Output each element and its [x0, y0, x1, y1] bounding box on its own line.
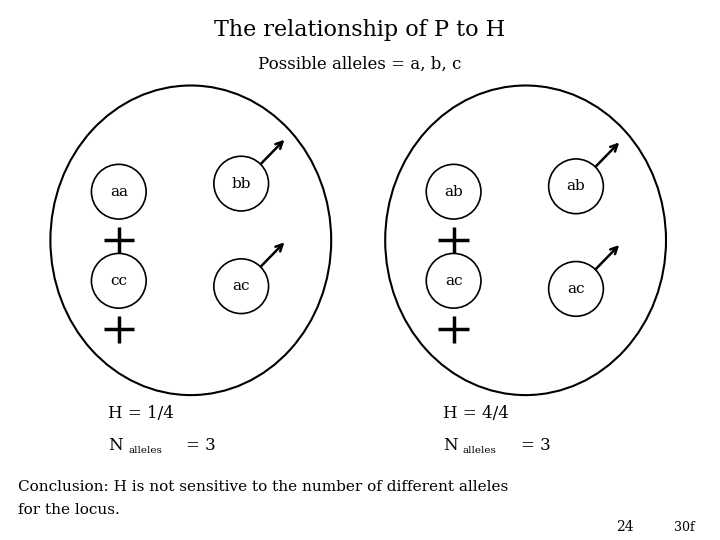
Ellipse shape: [91, 253, 146, 308]
Text: The relationship of P to H: The relationship of P to H: [215, 19, 505, 40]
Ellipse shape: [426, 253, 481, 308]
Ellipse shape: [50, 85, 331, 395]
Text: N: N: [443, 437, 457, 454]
Text: for the locus.: for the locus.: [18, 503, 120, 517]
Text: 30f: 30f: [674, 521, 695, 534]
Text: Possible alleles = a, b, c: Possible alleles = a, b, c: [258, 56, 462, 73]
Text: aa: aa: [110, 185, 128, 199]
Text: Conclusion: H is not sensitive to the number of different alleles: Conclusion: H is not sensitive to the nu…: [18, 480, 508, 494]
Ellipse shape: [214, 259, 269, 314]
Text: bb: bb: [231, 177, 251, 191]
Text: ab: ab: [444, 185, 463, 199]
Text: ac: ac: [567, 282, 585, 296]
Text: ac: ac: [233, 279, 250, 293]
Ellipse shape: [549, 159, 603, 214]
Text: cc: cc: [110, 274, 127, 288]
Ellipse shape: [214, 156, 269, 211]
Text: H = 4/4: H = 4/4: [443, 404, 508, 422]
Ellipse shape: [426, 164, 481, 219]
Text: alleles: alleles: [128, 447, 162, 455]
Text: H = 1/4: H = 1/4: [108, 404, 174, 422]
Text: alleles: alleles: [463, 447, 497, 455]
Text: = 3: = 3: [521, 437, 550, 454]
Ellipse shape: [91, 164, 146, 219]
Text: ac: ac: [445, 274, 462, 288]
Text: ab: ab: [567, 179, 585, 193]
Text: 24: 24: [616, 519, 633, 534]
Text: N: N: [108, 437, 122, 454]
Ellipse shape: [385, 85, 666, 395]
Text: = 3: = 3: [186, 437, 215, 454]
Ellipse shape: [549, 261, 603, 316]
